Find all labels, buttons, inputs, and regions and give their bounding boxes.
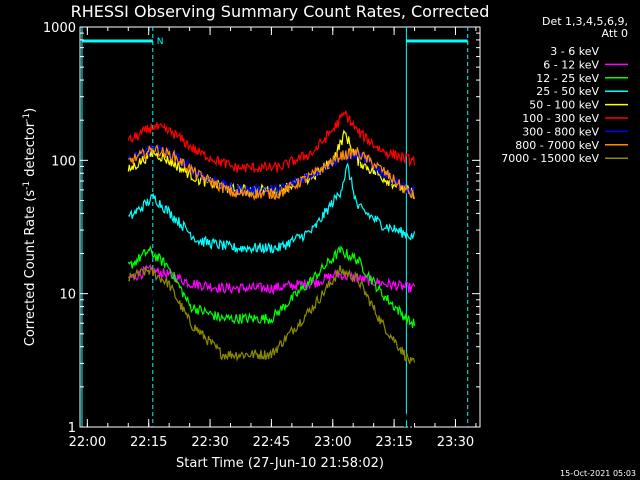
series-line-3 — [128, 162, 416, 255]
series-line-2 — [127, 245, 416, 329]
y-tick-label: 1 — [68, 421, 76, 436]
y-label-sup1: -1 — [22, 181, 32, 190]
night-markers: N — [81, 27, 469, 427]
y-tick-label: 10 — [59, 288, 76, 303]
y-label-sup2: -1 — [22, 113, 32, 122]
series-layer — [127, 109, 416, 428]
series-line-7 — [128, 144, 416, 202]
night-marker-label: N — [157, 37, 164, 47]
y-tick-label: 1000 — [43, 21, 76, 36]
x-tick-label: 22:00 — [69, 435, 106, 450]
x-tick-label: 23:15 — [375, 435, 412, 450]
legend-label: 12 - 25 keV — [536, 72, 599, 85]
legend-label: 50 - 100 keV — [529, 99, 599, 112]
y-label-post: ) — [23, 108, 38, 113]
y-label-mid: detector — [23, 121, 38, 181]
legend-label: 100 - 300 keV — [522, 112, 599, 125]
legend-header-line: Det 1,3,4,5,6,9, — [542, 15, 628, 28]
legend-label: 7000 - 15000 keV — [501, 152, 599, 165]
series-line-5 — [127, 109, 416, 173]
timestamp: 15-Oct-2021 05:03 — [560, 469, 636, 478]
chart-title: RHESSI Observing Summary Count Rates, Co… — [71, 2, 490, 21]
legend-label: 300 - 800 keV — [522, 125, 599, 138]
x-axis-label: Start Time (27-Jun-10 21:58:02) — [176, 456, 384, 471]
legend-label: 3 - 6 keV — [550, 45, 599, 58]
legend-label: 25 - 50 keV — [536, 85, 599, 98]
series-line-8 — [127, 264, 416, 365]
legend-label: 800 - 7000 keV — [515, 139, 599, 152]
legend-label: 6 - 12 keV — [543, 58, 599, 71]
x-tick-label: 23:00 — [314, 435, 351, 450]
y-label-pre: Corrected Count Rate (s — [23, 190, 38, 347]
plot-frame — [79, 26, 481, 428]
x-tick-label: 22:15 — [130, 435, 167, 450]
x-tick-label: 22:30 — [191, 435, 228, 450]
x-tick-label: 23:30 — [437, 435, 474, 450]
y-axis-label: Corrected Count Rate (s-1 detector-1) — [22, 108, 38, 346]
legend-header-line: Att 0 — [602, 27, 628, 40]
x-tick-label: 22:45 — [253, 435, 290, 450]
y-tick-label: 100 — [51, 154, 76, 169]
axes: 1 10 100 1000 22:00 22:15 22:30 22:45 23:00 23:15… — [43, 21, 480, 450]
series-line-0 — [127, 289, 416, 428]
